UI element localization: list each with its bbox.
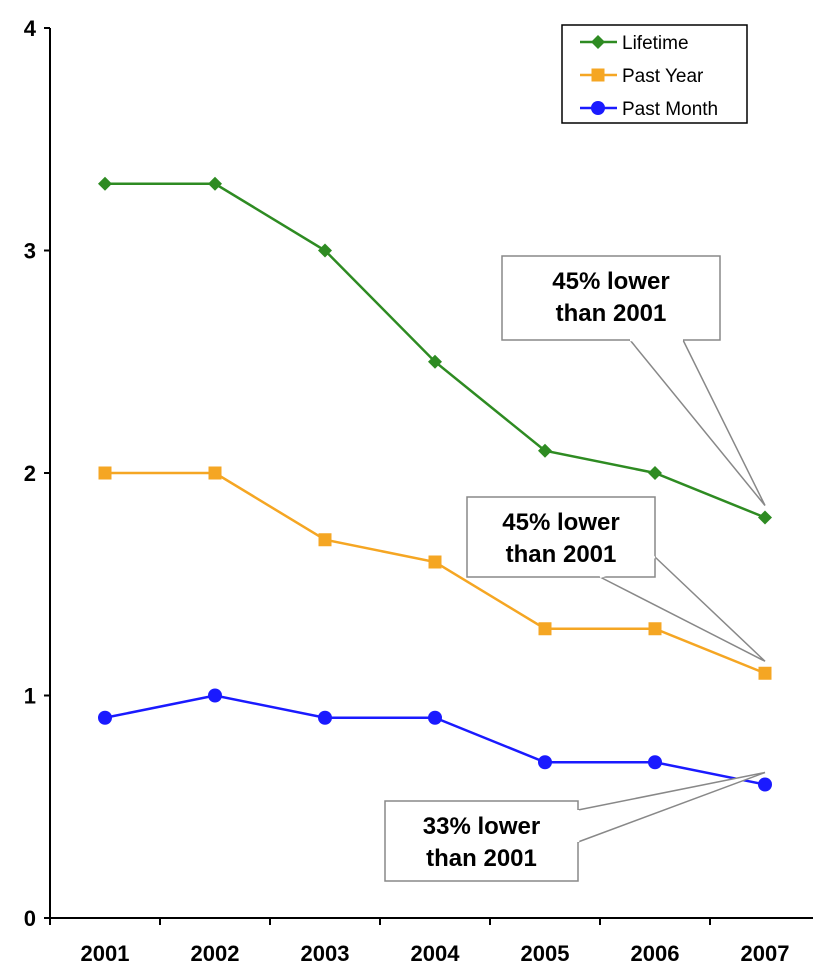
y-tick-label: 1 — [24, 684, 36, 709]
data-point-past-month — [318, 710, 332, 725]
legend-label: Past Month — [622, 99, 718, 120]
data-point-past-month — [758, 777, 772, 792]
data-point-past-year — [208, 466, 222, 480]
data-point-past-year — [648, 622, 662, 636]
series-line-past-month — [104, 694, 766, 786]
data-point-past-month — [648, 755, 662, 770]
callout: 33% lower than 2001 — [384, 771, 766, 882]
data-point-lifetime — [758, 510, 772, 525]
data-point-past-year — [318, 533, 332, 547]
callout-box — [384, 800, 579, 882]
data-point-lifetime — [538, 443, 552, 458]
legend: Lifetime Past Year Past Month — [561, 24, 748, 124]
data-point-lifetime — [98, 176, 112, 191]
x-tick-label: 2006 — [631, 941, 680, 966]
series-lifetime — [98, 176, 772, 525]
data-point-past-year — [98, 466, 112, 480]
callout-pointer — [599, 556, 766, 662]
axes: 0 1 2 3 4 2001 2002 2003 2004 2005 2006 2007 — [24, 16, 813, 966]
series-past-month — [98, 688, 772, 792]
callout-text: than 2001 — [506, 541, 617, 568]
data-point-lifetime — [318, 243, 332, 258]
legend-swatch-marker — [591, 68, 605, 82]
legend-label: Lifetime — [622, 33, 689, 54]
data-point-past-month — [428, 710, 442, 725]
callout-text: 33% lower — [423, 813, 540, 840]
callout-pointer — [629, 339, 766, 506]
x-tick-label: 2007 — [741, 941, 790, 966]
legend-entry-past-year: Past Year — [580, 66, 704, 87]
y-tick-label: 2 — [24, 461, 36, 486]
callout-seam — [599, 555, 656, 579]
callout-text: 45% lower — [502, 509, 619, 536]
y-tick-label: 4 — [24, 16, 37, 41]
data-point-lifetime — [428, 354, 442, 369]
data-point-lifetime — [208, 176, 222, 191]
callout-text: than 2001 — [556, 300, 667, 327]
data-point-lifetime — [648, 466, 662, 480]
x-tick-label: 2002 — [191, 941, 240, 966]
callout: 45% lower than 2001 — [501, 255, 766, 506]
data-point-past-month — [208, 688, 222, 703]
legend-entry-past-month: Past Month — [580, 99, 718, 120]
data-point-past-month — [538, 755, 552, 770]
legend-entry-lifetime: Lifetime — [580, 33, 689, 54]
callout: 45% lower than 2001 — [466, 496, 766, 662]
callout-text: than 2001 — [426, 845, 537, 872]
y-tick-label: 3 — [24, 239, 36, 264]
series-past-year — [98, 466, 772, 680]
data-point-past-year — [538, 622, 552, 636]
callout-pointer — [577, 771, 766, 843]
x-tick-label: 2001 — [81, 941, 130, 966]
legend-label: Past Year — [622, 66, 704, 87]
data-point-past-year — [428, 555, 442, 569]
data-point-past-month — [98, 710, 112, 725]
x-tick-label: 2005 — [521, 941, 570, 966]
legend-swatch-marker — [591, 35, 605, 49]
y-tick-label: 0 — [24, 906, 36, 931]
data-point-past-year — [758, 666, 772, 680]
x-tick-label: 2003 — [301, 941, 350, 966]
callout-box — [501, 255, 721, 341]
x-tick-label: 2004 — [411, 941, 461, 966]
series-layer — [98, 176, 772, 792]
legend-swatch-marker — [591, 101, 605, 115]
callout-box — [466, 496, 656, 578]
callout-text: 45% lower — [552, 268, 669, 295]
